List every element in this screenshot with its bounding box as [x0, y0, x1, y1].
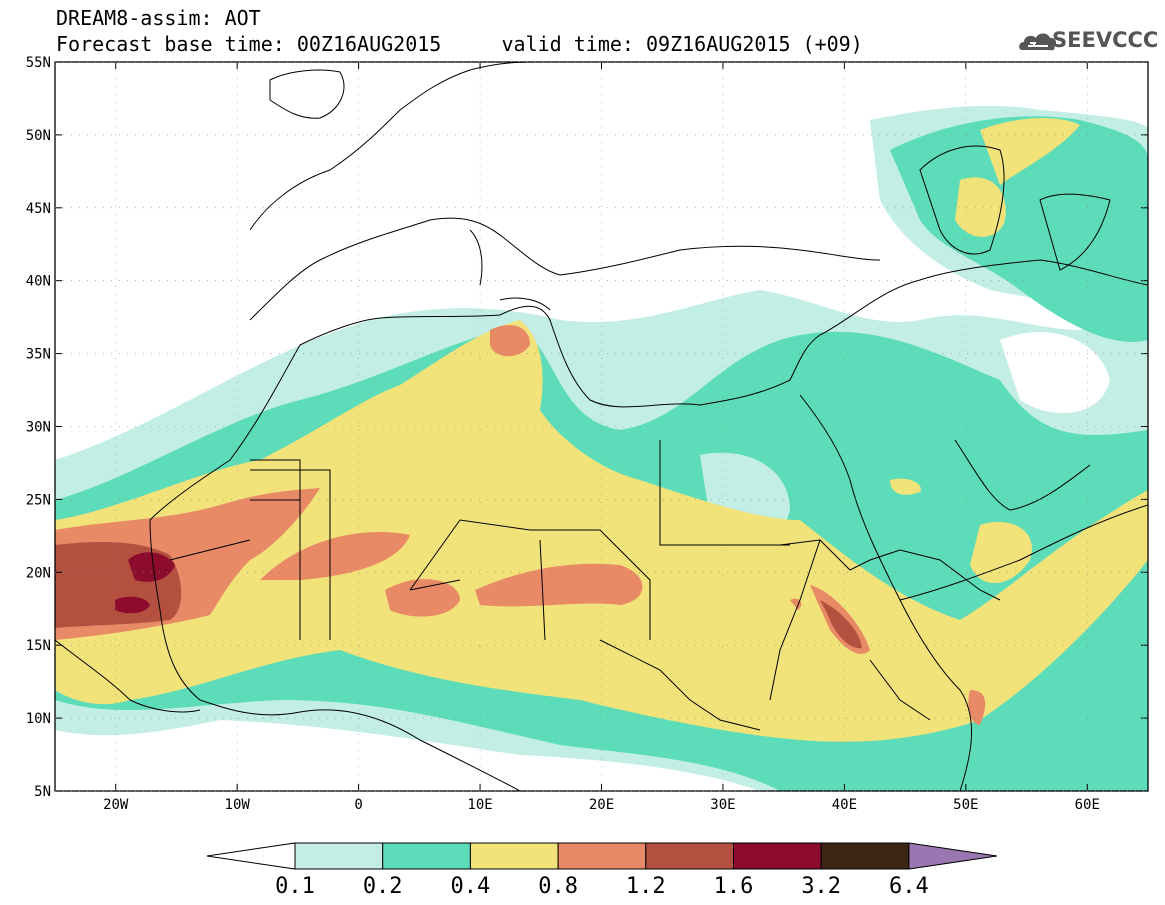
- x-tick-label: 60E: [1075, 797, 1100, 813]
- axis-ticks: 20W 10W 0 10E 20E 30E 40E 50E 60E 55N 50N 45N 40N 35N…: [26, 55, 1148, 813]
- colorbar-box: [645, 842, 734, 870]
- map-title: DREAM8-assim: AOT: [56, 6, 261, 30]
- colorbar-label: 0.2: [363, 874, 403, 899]
- colorbar-over-triangle: [908, 842, 997, 870]
- y-tick-label: 35N: [26, 347, 51, 363]
- x-tick-label: 10W: [225, 797, 251, 813]
- y-tick-label: 50N: [26, 128, 51, 144]
- y-tick-label: 45N: [26, 201, 51, 217]
- forecast-times: Forecast base time: 00Z16AUG2015 valid t…: [56, 32, 863, 56]
- y-tick-label: 55N: [26, 55, 51, 71]
- colorbar-label: 1.2: [626, 874, 666, 899]
- colorbar-label: 3.2: [801, 874, 841, 899]
- x-tick-label: 40E: [832, 797, 857, 813]
- colorbar-box: [733, 842, 822, 870]
- logo-text: SEEVCCC: [1052, 28, 1159, 52]
- x-tick-label: 0: [354, 797, 362, 813]
- colorbar-label: 1.6: [714, 874, 754, 899]
- y-tick-label: 20N: [26, 565, 51, 581]
- colorbar-box: [820, 842, 910, 870]
- x-tick-label: 50E: [953, 797, 978, 813]
- x-tick-label: 10E: [467, 797, 492, 813]
- colorbar-label: 6.4: [889, 874, 929, 899]
- colorbar-box: [557, 842, 647, 870]
- colorbar-under-triangle: [206, 842, 296, 870]
- x-tick-label: 30E: [710, 797, 735, 813]
- y-tick-label: 10N: [26, 711, 51, 727]
- y-tick-label: 30N: [26, 420, 51, 436]
- colorbar-label: 0.1: [275, 874, 315, 899]
- colorbar-box: [469, 842, 559, 870]
- colorbar-box: [294, 842, 384, 870]
- colorbar-label: 0.8: [538, 874, 578, 899]
- x-tick-label: 20E: [589, 797, 614, 813]
- y-tick-label: 25N: [26, 492, 51, 508]
- coastlines-borders: [55, 62, 1148, 791]
- colorbar-label: 0.4: [451, 874, 491, 899]
- y-tick-label: 15N: [26, 638, 51, 654]
- cloud-icon: [1019, 33, 1057, 51]
- y-tick-label: 5N: [34, 784, 51, 800]
- y-tick-label: 40N: [26, 274, 51, 290]
- colorbar-box: [382, 842, 471, 870]
- x-tick-label: 20W: [103, 797, 129, 813]
